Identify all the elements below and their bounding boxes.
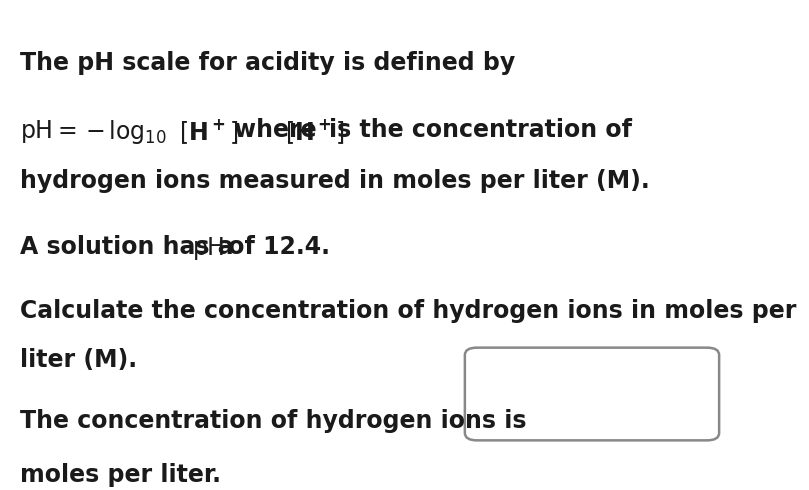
Text: moles per liter.: moles per liter. — [20, 463, 221, 487]
Text: A solution has a: A solution has a — [20, 235, 242, 259]
Text: hydrogen ions measured in moles per liter (M).: hydrogen ions measured in moles per lite… — [20, 169, 650, 193]
Text: Calculate the concentration of hydrogen ions in moles per: Calculate the concentration of hydrogen … — [20, 299, 797, 323]
Text: $\mathbf{\left[H^+\right]}$: $\mathbf{\left[H^+\right]}$ — [179, 118, 238, 147]
Text: $\mathsf{pH}$: $\mathsf{pH}$ — [192, 235, 224, 262]
Text: $\mathbf{\left[H^+\right]}$: $\mathbf{\left[H^+\right]}$ — [285, 118, 344, 147]
Text: The pH scale for acidity is defined by: The pH scale for acidity is defined by — [20, 51, 515, 75]
Text: of 12.4.: of 12.4. — [220, 235, 330, 259]
Text: is the concentration of: is the concentration of — [329, 118, 633, 142]
Text: liter (M).: liter (M). — [20, 348, 138, 372]
FancyBboxPatch shape — [465, 347, 719, 441]
Text: The concentration of hydrogen ions is: The concentration of hydrogen ions is — [20, 409, 527, 433]
Text: $\mathsf{pH} = $: $\mathsf{pH} = $ — [20, 118, 77, 145]
Text: $-\,\log_{10}$: $-\,\log_{10}$ — [85, 118, 167, 146]
Text: where: where — [226, 118, 324, 142]
